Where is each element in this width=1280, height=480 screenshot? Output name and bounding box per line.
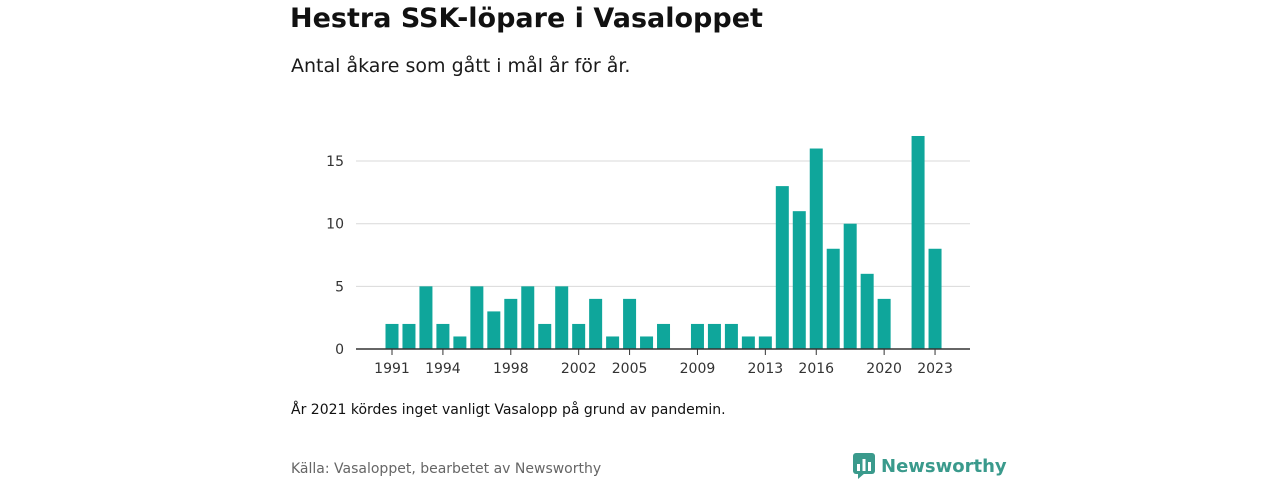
bar-2010	[707, 323, 721, 349]
bar-2023	[928, 248, 942, 349]
bar-2009	[690, 323, 704, 349]
y-tick-label: 0	[335, 342, 344, 358]
bar-2020	[877, 298, 891, 349]
bar-2018	[843, 223, 857, 349]
x-ticks: 1991 1994 1998 2002 2005 2009 2013 2016 2020 2023	[374, 349, 953, 377]
bar-2002	[572, 323, 586, 349]
x-tick-label: 2005	[612, 361, 648, 377]
bar-1997	[487, 311, 501, 349]
bar-2013	[758, 336, 772, 349]
bar-2016	[809, 148, 823, 349]
brand-name: Newsworthy	[881, 455, 1007, 477]
y-tick-labels: 0 5 10 15	[326, 154, 344, 358]
bar-1996	[470, 286, 484, 349]
bar-2000	[538, 323, 552, 349]
bar-1991	[385, 323, 399, 349]
bar-2015	[792, 211, 806, 349]
source-text: Källa: Vasaloppet, bearbetet av Newswort…	[291, 461, 602, 477]
x-tick-label: 2023	[917, 361, 953, 377]
bar-1998	[504, 298, 518, 349]
bar-2022	[911, 135, 925, 349]
bar-1992	[402, 323, 416, 349]
bar-1994	[436, 323, 450, 349]
x-tick-label: 1991	[374, 361, 410, 377]
newsworthy-logo-icon	[853, 453, 875, 479]
x-tick-label: 2020	[866, 361, 902, 377]
x-tick-label: 2002	[561, 361, 597, 377]
x-tick-label: 1998	[493, 361, 529, 377]
bars	[385, 135, 942, 349]
bar-2001	[555, 286, 569, 349]
x-tick-label: 2016	[798, 361, 834, 377]
bar-2019	[860, 273, 874, 349]
y-tick-label: 10	[326, 217, 344, 233]
chart-note: År 2021 kördes inget vanligt Vasalopp på…	[291, 402, 726, 418]
bar-1995	[453, 336, 467, 349]
chart-title: Hestra SSK-löpare i Vasaloppet	[290, 3, 763, 34]
bar-2005	[623, 298, 637, 349]
bar-2014	[775, 186, 789, 349]
bar-2017	[826, 248, 840, 349]
x-tick-label: 2009	[680, 361, 716, 377]
x-tick-label: 2013	[748, 361, 784, 377]
bar-2012	[741, 336, 755, 349]
bar-2006	[640, 336, 654, 349]
bar-2003	[589, 298, 603, 349]
bar-2011	[724, 323, 738, 349]
chart-subtitle: Antal åkare som gått i mål år för år.	[291, 55, 631, 77]
grid-lines	[356, 160, 970, 287]
bar-1999	[521, 286, 535, 349]
bar-1993	[419, 286, 433, 349]
x-tick-label: 1994	[425, 361, 461, 377]
bar-2007	[657, 323, 671, 349]
y-tick-label: 5	[335, 279, 344, 295]
bar-2004	[606, 336, 620, 349]
y-tick-label: 15	[326, 154, 344, 170]
newsworthy-logo[interactable]: Newsworthy	[853, 453, 1007, 479]
